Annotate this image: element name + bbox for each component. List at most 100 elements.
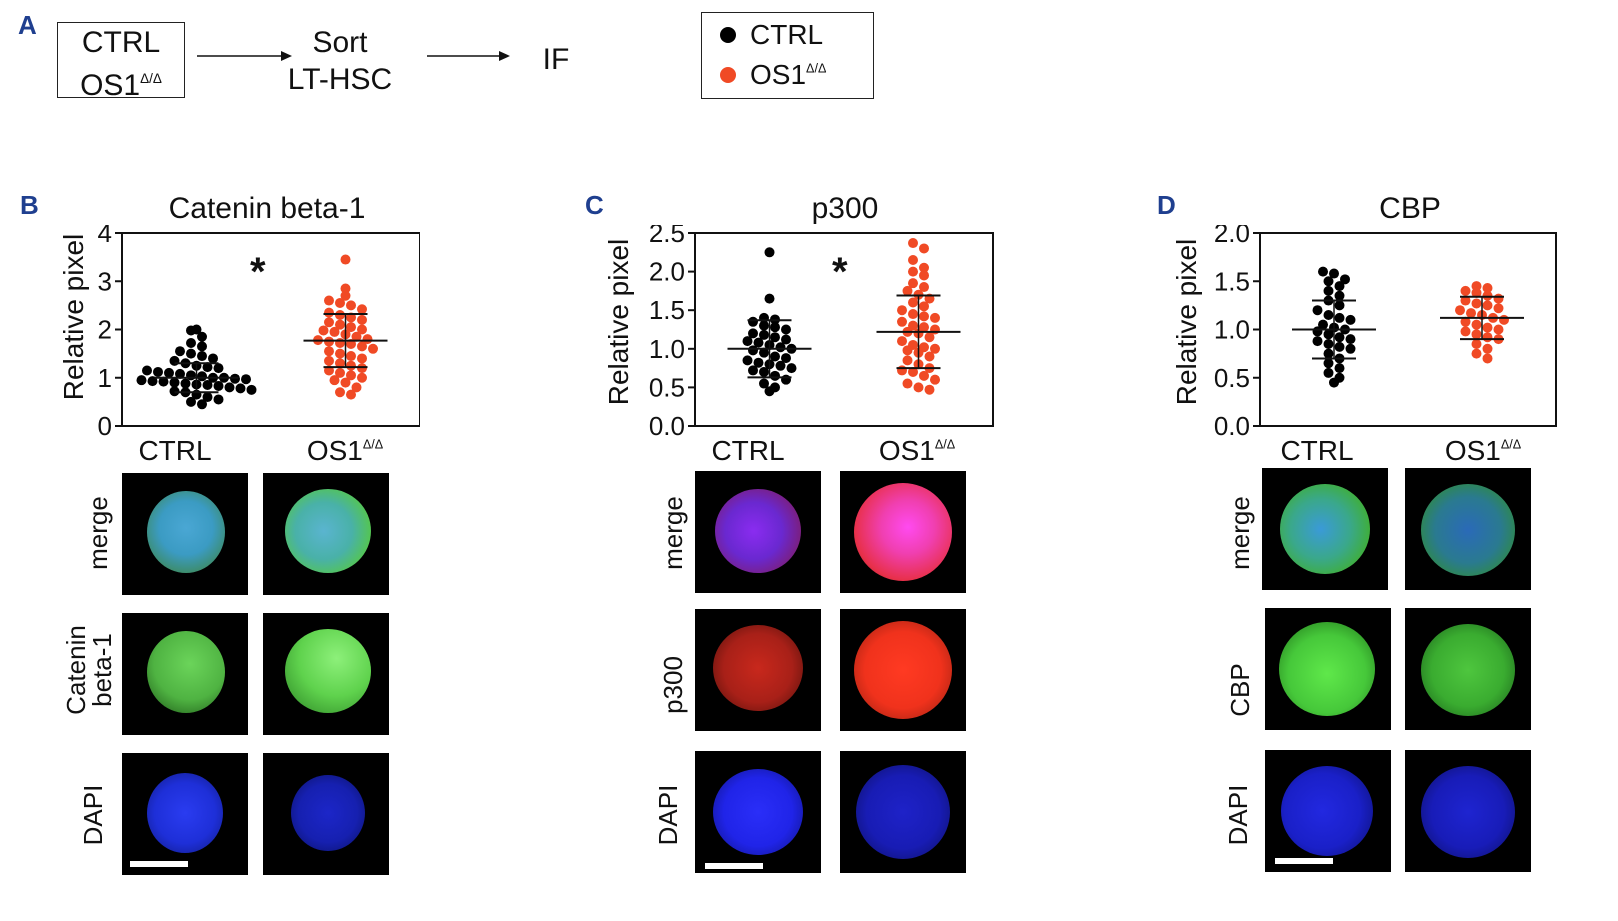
data-point: [770, 322, 780, 333]
legend-ctrl-label: CTRL: [750, 19, 824, 50]
chart-d-xcat-ctrl: CTRL: [1280, 435, 1354, 466]
data-point: [1460, 326, 1471, 337]
y-tick-label: 0.0: [649, 411, 685, 440]
chart-c: 0.0 0.5 1.0 1.5 2.0 2.5: [649, 225, 994, 440]
data-point: [340, 377, 351, 388]
b-os1-dapi-cell: [291, 775, 365, 851]
data-point: [897, 336, 907, 347]
data-point: [1455, 305, 1465, 316]
data-point: [186, 396, 196, 407]
data-point: [1493, 293, 1504, 304]
d-os1-dapi-cell: [1421, 766, 1515, 858]
data-point: [897, 316, 907, 327]
chart-c-title: p300: [811, 192, 879, 225]
data-point: [335, 367, 345, 378]
data-point: [908, 297, 918, 308]
d-scale-bar: [1275, 858, 1333, 864]
c-row-label-p300: p300: [658, 656, 688, 714]
data-point: [919, 301, 929, 312]
y-tick-label: 4: [98, 225, 112, 248]
data-point: [902, 345, 913, 356]
data-point: [930, 343, 940, 354]
data-point: [318, 325, 329, 336]
data-point: [340, 254, 351, 265]
data-point: [1323, 367, 1334, 378]
data-point: [1499, 314, 1509, 325]
chart-c-xcat-ctrl: CTRL: [711, 435, 785, 466]
data-point: [930, 374, 940, 385]
data-point: [1329, 268, 1339, 279]
data-point: [186, 370, 196, 381]
flow-lthsc-label: LT-HSC: [287, 63, 393, 96]
data-point: [357, 324, 367, 335]
flow-arrowhead-1: [281, 51, 292, 61]
c-scale-bar: [705, 863, 763, 869]
data-point: [908, 266, 918, 277]
d-os1-cbp-image: [1405, 608, 1531, 730]
data-point: [759, 347, 769, 358]
data-point: [208, 353, 218, 364]
data-point: [770, 332, 780, 343]
c-ctrl-merge-cell: [715, 489, 801, 573]
chart-b-xcat-ctrl: CTRL: [138, 435, 212, 466]
b-ctrl-merge-cell: [147, 491, 225, 573]
data-point: [781, 334, 791, 345]
data-point: [197, 331, 207, 342]
data-point: [1471, 338, 1482, 349]
data-point: [919, 282, 929, 293]
data-point: [1318, 266, 1328, 277]
y-tick-label: 2: [98, 315, 112, 345]
data-point: [1482, 283, 1493, 294]
data-point: [1466, 308, 1476, 319]
data-point: [368, 343, 378, 354]
data-point: [902, 378, 913, 389]
d-ctrl-dapi-image: [1265, 750, 1391, 872]
data-point: [1334, 312, 1345, 323]
legend-os1-label: OS1Δ/Δ: [750, 59, 827, 90]
data-point: [346, 360, 356, 371]
c-ctrl-dapi-image: [695, 751, 821, 873]
data-point: [924, 384, 935, 395]
b-ctrl-merge-image: [122, 473, 248, 595]
y-tick-label: 2.5: [649, 225, 685, 248]
data-point: [1312, 336, 1323, 347]
data-point: [1482, 343, 1493, 354]
data-point: [186, 338, 196, 349]
data-point: [908, 309, 918, 320]
chart-c-significance: *: [832, 250, 848, 294]
data-point: [197, 351, 207, 362]
legend-os1: OS1Δ/Δ: [720, 59, 826, 91]
data-point: [1340, 274, 1350, 285]
flow-arrows: [197, 51, 510, 61]
plot-frame: [121, 232, 420, 427]
data-point: [357, 372, 367, 383]
data-point: [1460, 295, 1471, 306]
data-point: [1471, 287, 1482, 298]
data-point: [142, 365, 152, 376]
groups-box: CTRL OS1Δ/Δ: [57, 22, 185, 102]
data-point: [1323, 338, 1334, 349]
data-point: [346, 351, 356, 362]
data-point: [1323, 358, 1334, 369]
c-ctrl-p300-cell: [713, 625, 803, 711]
legend-os1-dot-icon: [720, 67, 736, 83]
chart-b-xcat-os1: OS1Δ/Δ: [306, 435, 384, 466]
data-point: [175, 368, 185, 379]
data-point: [1493, 303, 1504, 314]
data-point: [1318, 319, 1328, 330]
c-ctrl-p300-image: [695, 609, 821, 731]
data-point: [357, 314, 367, 325]
c-os1-p300-image: [840, 609, 966, 731]
data-point: [908, 238, 918, 249]
data-point: [351, 382, 362, 393]
data-point: [335, 297, 345, 308]
y-tick-label: 0.0: [1214, 411, 1250, 440]
b-row-label-merge: merge: [83, 496, 113, 570]
d-ctrl-merge-cell: [1280, 484, 1370, 574]
chart-c-xcat-os1: OS1Δ/Δ: [878, 435, 956, 466]
data-point: [753, 357, 764, 368]
data-point: [202, 362, 213, 373]
data-point: [1334, 341, 1345, 352]
data-point: [235, 383, 246, 394]
c-ctrl-merge-image: [695, 471, 821, 593]
